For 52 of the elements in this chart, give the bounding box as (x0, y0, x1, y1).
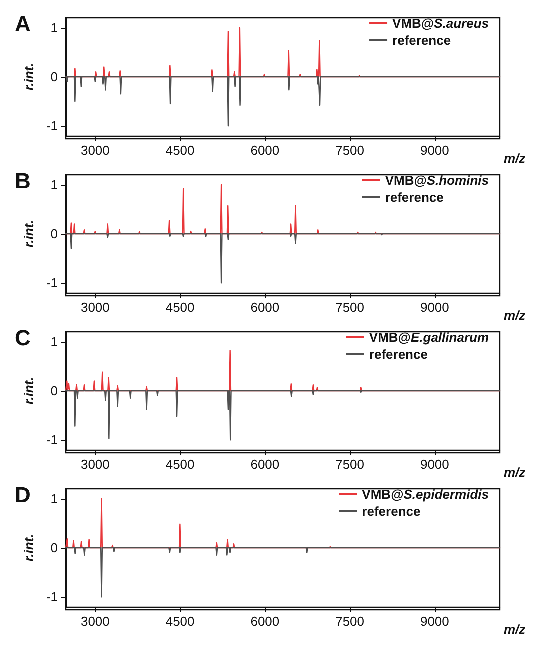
y-tick-label: 0 (50, 70, 58, 84)
y-tick-label: 1 (50, 20, 58, 36)
chart-title: D (15, 482, 31, 508)
y-tick-label: 1 (50, 334, 58, 350)
x-tick-label: 6000 (250, 300, 280, 315)
chart-title: A (15, 12, 31, 36)
x-tick-label: 4500 (166, 143, 195, 158)
y-tick-label: -1 (46, 590, 58, 605)
x-axis-title: m/z (504, 465, 526, 480)
x-axis-title: m/z (504, 308, 526, 323)
x-tick-label: 4500 (166, 457, 195, 472)
legend-label: reference (362, 504, 421, 519)
x-tick-label: 7500 (336, 300, 365, 315)
legend-label: VMB@S.aureus (392, 16, 490, 31)
y-tick-label: 1 (50, 491, 58, 506)
x-tick-label: 3000 (80, 143, 110, 158)
x-axis-title: m/z (504, 151, 526, 166)
x-tick-label: 6000 (250, 457, 280, 472)
legend-label: reference (385, 190, 444, 205)
legend-label: VMB@E.gallinarum (369, 330, 490, 345)
y-axis-title: r.int. (22, 63, 37, 91)
x-tick-label: 3000 (80, 300, 110, 315)
x-tick-label: 9000 (420, 300, 450, 315)
y-tick-label: -1 (46, 118, 58, 134)
y-axis-title: r.int. (22, 377, 37, 405)
x-tick-label: 3000 (80, 457, 110, 472)
y-tick-label: 0 (50, 226, 58, 242)
y-axis-title: r.int. (22, 220, 37, 248)
x-tick-label: 4500 (166, 300, 195, 315)
y-tick-label: -1 (46, 432, 58, 448)
x-axis-title: m/z (504, 622, 526, 637)
chart-title: B (15, 168, 31, 194)
chart-title: C (15, 326, 31, 350)
x-tick-label: 9000 (420, 143, 450, 158)
x-tick-label: 6000 (250, 614, 280, 629)
y-axis-title: r.int. (22, 534, 37, 562)
x-tick-label: 7500 (336, 143, 365, 158)
y-tick-label: 0 (50, 540, 58, 556)
x-tick-label: 7500 (336, 614, 365, 629)
legend-label: reference (369, 347, 428, 362)
x-tick-label: 9000 (420, 457, 450, 472)
legend-label: reference (392, 33, 452, 48)
y-tick-label: 1 (50, 177, 58, 192)
legend-label: VMB@S.hominis (385, 173, 490, 188)
x-tick-label: 9000 (420, 614, 450, 629)
y-tick-label: -1 (46, 276, 58, 291)
y-tick-label: 0 (50, 384, 58, 398)
x-tick-label: 7500 (336, 457, 365, 472)
x-tick-label: 4500 (166, 614, 195, 629)
legend-label: VMB@S.epidermidis (362, 487, 489, 502)
x-tick-label: 6000 (250, 143, 280, 158)
x-tick-label: 3000 (80, 614, 110, 629)
